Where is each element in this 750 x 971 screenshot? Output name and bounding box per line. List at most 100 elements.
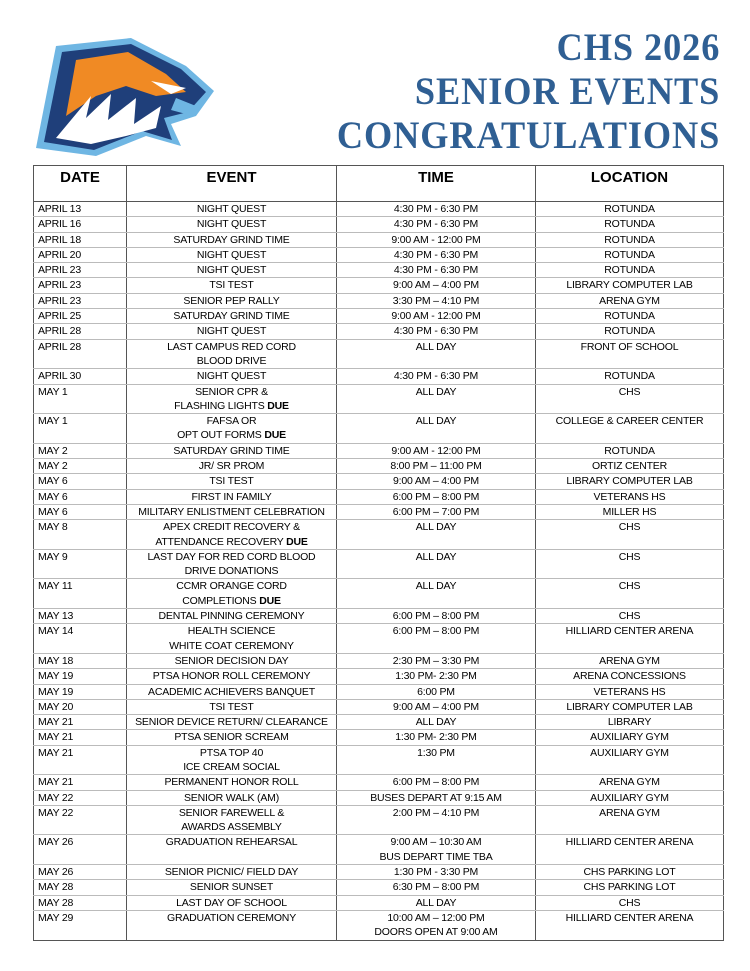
table-row: MAY 26 GRADUATION REHEARSAL 9:00 AM – 10:3… — [33, 834, 724, 866]
event-text: NIGHT QUEST — [196, 264, 267, 277]
time-cell: 6:30 PM – 8:00 PM — [336, 879, 536, 896]
event-cell: APEX CREDIT RECOVERY & ATTENDANCE RECOVER… — [126, 519, 337, 550]
event-line: APEX CREDIT RECOVERY & — [131, 520, 332, 534]
location-cell: ARENA GYM — [535, 774, 724, 791]
date-cell: MAY 22 — [33, 805, 127, 836]
table-row: MAY 21 PERMANENT HONOR ROLL 6:00 PM – 8:00… — [33, 774, 724, 791]
event-line: SATURDAY GRIND TIME — [131, 309, 332, 323]
time-cell: 1:30 PM- 2:30 PM — [336, 668, 536, 685]
event-line: SENIOR PICNIC/ FIELD DAY — [131, 865, 332, 879]
time-line: 6:30 PM – 8:00 PM — [392, 881, 480, 894]
event-text: TSI TEST — [209, 279, 254, 292]
time-cell: ALL DAY — [336, 339, 536, 370]
time-line: 2:00 PM – 4:10 PM — [392, 806, 480, 819]
event-cell: SENIOR CPR & FLASHING LIGHTS DUE — [126, 384, 337, 415]
location-cell: CHS PARKING LOT — [535, 879, 724, 896]
event-text: LAST CAMPUS RED CORD — [167, 340, 296, 353]
event-text: GRADUATION CEREMONY — [166, 911, 296, 924]
event-cell: CCMR ORANGE CORD COMPLETIONS DUE — [126, 578, 337, 610]
location-cell: CHS — [535, 384, 724, 415]
event-cell: PTSA TOP 40 ICE CREAM SOCIAL — [126, 745, 337, 776]
date-cell: MAY 6 — [33, 489, 127, 505]
event-text: SENIOR FAREWELL & — [178, 806, 285, 819]
table-row: MAY 8 APEX CREDIT RECOVERY & ATTENDANCE RE… — [33, 519, 724, 550]
event-text: APEX CREDIT RECOVERY & — [163, 521, 300, 534]
time-cell: ALL DAY — [336, 895, 536, 911]
event-text: FIRST IN FAMILY — [191, 490, 272, 503]
event-line: LAST DAY OF SCHOOL — [131, 896, 332, 910]
date-cell: MAY 9 — [33, 549, 127, 580]
event-text: JR/ SR PROM — [198, 460, 265, 473]
time-cell: 6:00 PM – 8:00 PM — [336, 489, 536, 505]
time-line: 6:00 PM – 7:00 PM — [392, 505, 480, 518]
time-cell: ALL DAY — [336, 578, 536, 610]
location-cell: CHS PARKING LOT — [535, 864, 724, 881]
event-cell: LAST CAMPUS RED CORD BLOOD DRIVE — [126, 339, 337, 370]
event-text: PTSA HONOR ROLL CEREMONY — [152, 670, 311, 683]
time-cell: 1:30 PM — [336, 745, 536, 776]
event-cell: FIRST IN FAMILY — [126, 489, 337, 505]
event-cell: NIGHT QUEST — [126, 201, 337, 218]
event-text: WHITE COAT CEREMONY — [169, 639, 294, 652]
event-line: HEALTH SCIENCE — [131, 624, 332, 638]
event-text: PERMANENT HONOR ROLL — [164, 776, 299, 789]
date-cell: MAY 13 — [33, 608, 127, 625]
time-line: 6:00 PM – 8:00 PM — [392, 490, 480, 503]
table-row: APRIL 18 SATURDAY GRIND TIME 9:00 AM - 12:… — [33, 232, 724, 248]
event-line: SENIOR CPR & — [131, 385, 332, 399]
table-row: MAY 11 CCMR ORANGE CORD COMPLETIONS DUE ALL… — [33, 578, 724, 610]
event-line: FAFSA OR — [131, 414, 332, 428]
table-row: MAY 2 SATURDAY GRIND TIME 9:00 AM - 12:00 … — [33, 443, 724, 460]
time-cell: BUSES DEPART AT 9:15 AM — [336, 790, 536, 806]
location-cell: VETERANS HS — [535, 489, 724, 505]
time-line: 9:00 AM – 4:00 PM — [393, 475, 479, 488]
event-cell: NIGHT QUEST — [126, 262, 337, 279]
time-line: 1:30 PM- 2:30 PM — [395, 670, 477, 683]
table-row: APRIL 23 TSI TEST 9:00 AM – 4:00 PM LIBRARY… — [33, 277, 724, 294]
event-cell: NIGHT QUEST — [126, 368, 337, 385]
time-cell: 4:30 PM - 6:30 PM — [336, 368, 536, 385]
table-row: APRIL 23 NIGHT QUEST 4:30 PM - 6:30 PM ROTU… — [33, 262, 724, 279]
event-text: OPT OUT FORMS — [177, 429, 262, 442]
event-cell: SENIOR DECISION DAY — [126, 653, 337, 670]
event-line: SENIOR PEP RALLY — [131, 294, 332, 308]
table-row: MAY 20 TSI TEST 9:00 AM – 4:00 PM LIBRARY C… — [33, 699, 724, 716]
event-line: NIGHT QUEST — [131, 217, 332, 231]
event-line: AWARDS ASSEMBLY — [131, 820, 332, 834]
event-cell: TSI TEST — [126, 473, 337, 490]
table-row: MAY 6 MILITARY ENLISTMENT CELEBRATION 6:00… — [33, 504, 724, 521]
date-cell: MAY 26 — [33, 834, 127, 866]
table-row: APRIL 25 SATURDAY GRIND TIME 9:00 AM - 12:… — [33, 308, 724, 325]
event-line: SATURDAY GRIND TIME — [131, 233, 332, 247]
table-row: MAY 21 PTSA TOP 40 ICE CREAM SOCIAL 1:30 PM… — [33, 745, 724, 776]
due-label: DUE — [264, 429, 286, 442]
event-text: SENIOR CPR & — [195, 385, 268, 398]
time-cell: ALL DAY — [336, 714, 536, 731]
location-cell: ROTUNDA — [535, 368, 724, 385]
time-line: 10:00 AM – 12:00 PM — [387, 911, 485, 924]
event-text: CCMR ORANGE CORD — [176, 580, 287, 593]
table-row: MAY 22 SENIOR WALK (AM) BUSES DEPART AT 9:… — [33, 790, 724, 806]
event-line: WHITE COAT CEREMONY — [131, 639, 332, 653]
time-line: ALL DAY — [415, 896, 457, 909]
event-text: SENIOR SUNSET — [189, 881, 274, 894]
event-text: SENIOR DEVICE RETURN/ CLEARANCE — [135, 716, 328, 729]
date-cell: MAY 2 — [33, 443, 127, 460]
event-line: TSI TEST — [131, 278, 332, 292]
event-line: LAST CAMPUS RED CORD — [131, 340, 332, 354]
time-line: 4:30 PM - 6:30 PM — [393, 325, 479, 338]
event-line: ACADEMIC ACHIEVERS BANQUET — [131, 685, 332, 699]
date-cell: MAY 19 — [33, 684, 127, 700]
time-cell: 6:00 PM – 8:00 PM — [336, 623, 536, 654]
event-text: TSI TEST — [209, 700, 254, 713]
time-line: 6:00 PM — [417, 685, 455, 698]
date-cell: MAY 21 — [33, 745, 127, 776]
event-cell: LAST DAY OF SCHOOL — [126, 895, 337, 911]
event-cell: SENIOR FAREWELL & AWARDS ASSEMBLY — [126, 805, 337, 836]
event-text: SENIOR PEP RALLY — [183, 294, 280, 307]
event-line: SENIOR WALK (AM) — [131, 791, 332, 805]
date-cell: MAY 21 — [33, 729, 127, 746]
time-cell: 4:30 PM - 6:30 PM — [336, 201, 536, 218]
time-cell: 4:30 PM - 6:30 PM — [336, 216, 536, 233]
date-cell: MAY 6 — [33, 473, 127, 490]
